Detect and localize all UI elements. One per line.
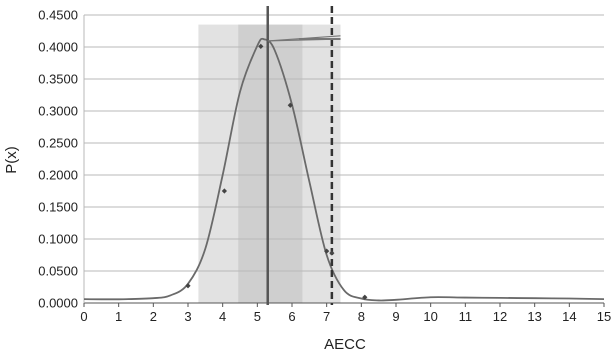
data-point <box>324 248 330 254</box>
y-tick-label: 0.2500 <box>38 136 78 151</box>
y-tick-label: 0.3000 <box>38 104 78 119</box>
data-point <box>185 283 191 289</box>
x-axis-title: AECC <box>324 336 366 353</box>
y-tick-label: 0.4500 <box>38 8 78 23</box>
x-tick-label: 10 <box>423 309 437 324</box>
x-tick-label: 4 <box>219 309 226 324</box>
tick-labels: 0.0000 0.0500 0.1000 0.1500 0.2000 0.2500 0.30… <box>38 8 611 325</box>
x-tick-label: 0 <box>80 309 87 324</box>
x-tick-label: 5 <box>254 309 261 324</box>
data-point <box>221 188 227 194</box>
x-tick-label: 8 <box>358 309 365 324</box>
axes <box>83 15 605 307</box>
y-tick-label: 0.4000 <box>38 40 78 55</box>
y-tick-label: 0.0000 <box>38 296 78 311</box>
y-tick-label: 0.1500 <box>38 200 78 215</box>
gridlines <box>84 14 604 304</box>
x-tick-label: 15 <box>597 309 611 324</box>
x-tick-label: 2 <box>150 309 157 324</box>
x-tick-label: 11 <box>459 309 473 324</box>
x-tick-label: 7 <box>323 309 330 324</box>
probability-curve <box>83 37 605 302</box>
y-tick-label: 0.1000 <box>38 232 78 247</box>
marker-lines <box>266 6 334 305</box>
y-tick-label: 0.2000 <box>38 168 78 183</box>
x-tick-label: 6 <box>288 309 295 324</box>
x-tick-label: 13 <box>527 309 541 324</box>
data-point <box>329 250 335 256</box>
confidence-bands <box>198 24 341 303</box>
x-tick-label: 1 <box>115 309 122 324</box>
annotation-lines <box>267 35 341 42</box>
data-point <box>258 43 264 49</box>
data-point <box>287 102 293 108</box>
x-tick-label: 3 <box>184 309 191 324</box>
series-curve <box>83 37 605 302</box>
x-tick-label: 9 <box>392 309 399 324</box>
y-tick-label: 0.0500 <box>38 264 78 279</box>
data-point <box>362 294 368 300</box>
x-tick-label: 12 <box>493 309 507 324</box>
y-tick-label: 0.3500 <box>38 72 78 87</box>
x-tick-label: 14 <box>562 309 576 324</box>
band-inner <box>238 24 303 303</box>
data-points <box>185 43 368 300</box>
y-axis-title: P(x) <box>3 146 20 174</box>
